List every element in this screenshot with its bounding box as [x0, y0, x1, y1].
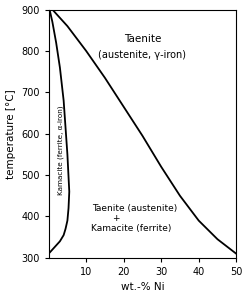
- Text: Kamacite (ferrite, α-iron): Kamacite (ferrite, α-iron): [57, 105, 64, 195]
- Text: +: +: [112, 214, 120, 223]
- Y-axis label: temperature [°C]: temperature [°C]: [5, 89, 16, 179]
- X-axis label: wt.-% Ni: wt.-% Ni: [121, 283, 164, 292]
- Text: Taenite: Taenite: [124, 33, 161, 44]
- Text: Kamacite (ferrite): Kamacite (ferrite): [91, 224, 171, 233]
- Text: Taenite (austenite): Taenite (austenite): [92, 204, 178, 213]
- Text: (austenite, γ-iron): (austenite, γ-iron): [98, 50, 186, 60]
